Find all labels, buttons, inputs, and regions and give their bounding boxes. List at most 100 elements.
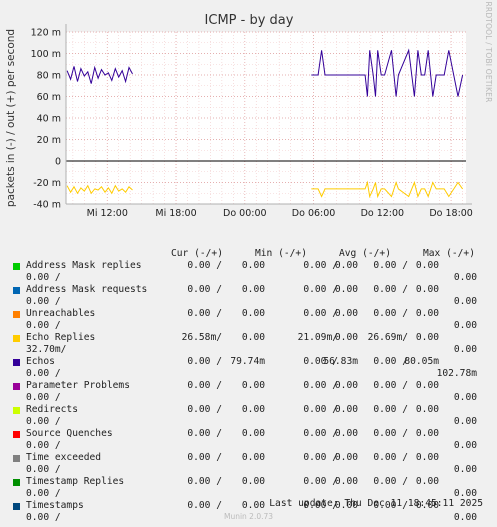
legend-row: Time exceeded 0.00 /0.00 0.00 /0.00 0.00 /0… <box>0 452 497 476</box>
legend-cur-out: 0.00 <box>241 452 265 463</box>
legend-max-in: 0.00 / <box>26 440 61 451</box>
legend-avg-in: 0.00 / <box>373 476 408 487</box>
legend-avg-out: 0.00 <box>415 428 439 439</box>
legend-min-in: 0.00 / <box>303 476 338 487</box>
legend-min-out: 0.00 <box>334 380 358 391</box>
legend-avg-out: 0.00 <box>415 452 439 463</box>
legend-avg-in: 0.00 / <box>373 428 408 439</box>
legend-max-in: 0.00 / <box>26 392 61 403</box>
legend-row: Source Quenches 0.00 /0.00 0.00 /0.00 0.00 … <box>0 428 497 452</box>
legend-max-out: 102.78m <box>436 368 477 379</box>
legend-avg-out: 0.00 <box>415 380 439 391</box>
legend-avg-in: 0.00 / <box>373 500 408 511</box>
legend-row: Echo Replies 26.58m/0.00 21.09m/0.00 26.69m… <box>0 332 497 356</box>
legend-min-out: 0.00 <box>334 500 358 511</box>
legend-row: Address Mask replies 0.00 /0.00 0.00 /0.00… <box>0 260 497 284</box>
legend-rows: Address Mask replies 0.00 /0.00 0.00 /0.00… <box>0 260 497 524</box>
chart-title: ICMP - by day <box>205 13 294 28</box>
rrdtool-credit: RRDTOOL / TOBI OETIKER <box>484 2 493 103</box>
legend-max-in: 0.00 / <box>26 416 61 427</box>
legend-avg-out: 80.05m <box>404 356 439 367</box>
legend-avg-in: 26.69m/ <box>367 332 408 343</box>
legend-avg-in: 0.00 / <box>373 284 408 295</box>
legend-max-out: 0.00 <box>453 488 477 499</box>
series-line-echo-replies <box>311 180 464 199</box>
legend-series-name: Timestamp Replies <box>26 476 125 487</box>
legend-swatch <box>13 383 20 390</box>
legend-avg-out: 0.00 <box>415 308 439 319</box>
legend-avg-in: 0.00 / <box>373 356 408 367</box>
last-update: Last update: Thu Dec 11 18:45:11 2025 <box>269 498 483 509</box>
legend-series-name: Timestamps <box>26 500 84 511</box>
legend-row: Timestamp Replies 0.00 /0.00 0.00 /0.00 0.0… <box>0 476 497 500</box>
legend-cur-out: 0.00 <box>241 404 265 415</box>
legend-avg-out: 0.00 <box>415 332 439 343</box>
legend-min-out: 0.00 <box>334 332 358 343</box>
legend-max-in: 0.00 / <box>26 464 61 475</box>
legend-series-name: Address Mask requests <box>26 284 148 295</box>
legend-min-out: 0.00 <box>334 284 358 295</box>
legend-swatch <box>13 359 20 366</box>
x-tick-label: Mi 12:00 <box>87 208 128 219</box>
legend-cur-out: 0.00 <box>241 308 265 319</box>
munin-version: Munin 2.0.73 <box>223 512 274 521</box>
series-line-echos <box>66 65 133 84</box>
legend-max-out: 0.00 <box>453 464 477 475</box>
legend-min-in: 0.00 / <box>303 284 338 295</box>
legend-min-out: 0.00 <box>334 476 358 487</box>
legend-min-in: 0.00 / <box>303 500 338 511</box>
legend-series-name: Source Quenches <box>26 428 113 439</box>
y-tick-label: 40 m <box>37 114 61 125</box>
legend-max-out: 0.00 <box>453 344 477 355</box>
legend-avg-in: 0.00 / <box>373 404 408 415</box>
legend-swatch <box>13 407 20 414</box>
legend-min-in: 0.00 / <box>303 356 338 367</box>
y-tick-label: -20 m <box>33 178 61 189</box>
legend-header-avg: Avg (-/+) <box>339 248 391 259</box>
series-line-echos <box>311 48 464 97</box>
legend-cur-out: 0.00 <box>241 260 265 271</box>
legend-min-out: 0.00 <box>334 308 358 319</box>
legend-swatch <box>13 335 20 342</box>
legend-avg-out: 0.00 <box>415 260 439 271</box>
legend-min-out: 0.00 <box>334 428 358 439</box>
legend-cur-out: 0.00 <box>241 476 265 487</box>
legend-max-out: 0.00 <box>453 392 477 403</box>
legend-cur-out: 0.00 <box>241 500 265 511</box>
legend-cur-in: 0.00 / <box>187 260 222 271</box>
legend: Cur (-/+) Min (-/+) Avg (-/+) Max (-/+) … <box>0 248 497 524</box>
legend-avg-out: 0.00 <box>415 500 439 511</box>
legend-cur-in: 0.00 / <box>187 356 222 367</box>
legend-min-out: 56.83m <box>323 356 358 367</box>
legend-header-cur: Cur (-/+) <box>171 248 223 259</box>
legend-header: Cur (-/+) Min (-/+) Avg (-/+) Max (-/+) <box>0 248 497 260</box>
legend-cur-out: 0.00 <box>241 380 265 391</box>
series-line-echo-replies <box>66 184 133 195</box>
y-tick-label: -40 m <box>33 200 61 211</box>
y-tick-label: 100 m <box>31 49 61 60</box>
legend-max-in: 0.00 / <box>26 320 61 331</box>
legend-series-name: Unreachables <box>26 308 96 319</box>
legend-row: Unreachables 0.00 /0.00 0.00 /0.00 0.00 /0.… <box>0 308 497 332</box>
legend-max-out: 0.00 <box>453 272 477 283</box>
legend-cur-out: 0.00 <box>241 428 265 439</box>
legend-min-out: 0.00 <box>334 452 358 463</box>
legend-cur-in: 0.00 / <box>187 308 222 319</box>
legend-max-in: 32.70m/ <box>26 344 67 355</box>
legend-swatch <box>13 479 20 486</box>
x-tick-label: Do 12:00 <box>361 208 405 219</box>
legend-avg-in: 0.00 / <box>373 380 408 391</box>
legend-cur-in: 0.00 / <box>187 500 222 511</box>
legend-max-out: 0.00 <box>453 416 477 427</box>
legend-avg-out: 0.00 <box>415 476 439 487</box>
legend-swatch <box>13 431 20 438</box>
legend-cur-in: 0.00 / <box>187 404 222 415</box>
legend-series-name: Address Mask replies <box>26 260 142 271</box>
legend-avg-out: 0.00 <box>415 284 439 295</box>
legend-row: Echos 0.00 /79.74m 0.00 /56.83m 0.00 /80.05… <box>0 356 497 380</box>
y-tick-label: 0 <box>55 157 61 168</box>
y-tick-label: 60 m <box>37 92 61 103</box>
legend-cur-in: 0.00 / <box>187 452 222 463</box>
x-tick-label: Do 18:00 <box>429 208 473 219</box>
legend-row: Redirects 0.00 /0.00 0.00 /0.00 0.00 /0.00 0… <box>0 404 497 428</box>
